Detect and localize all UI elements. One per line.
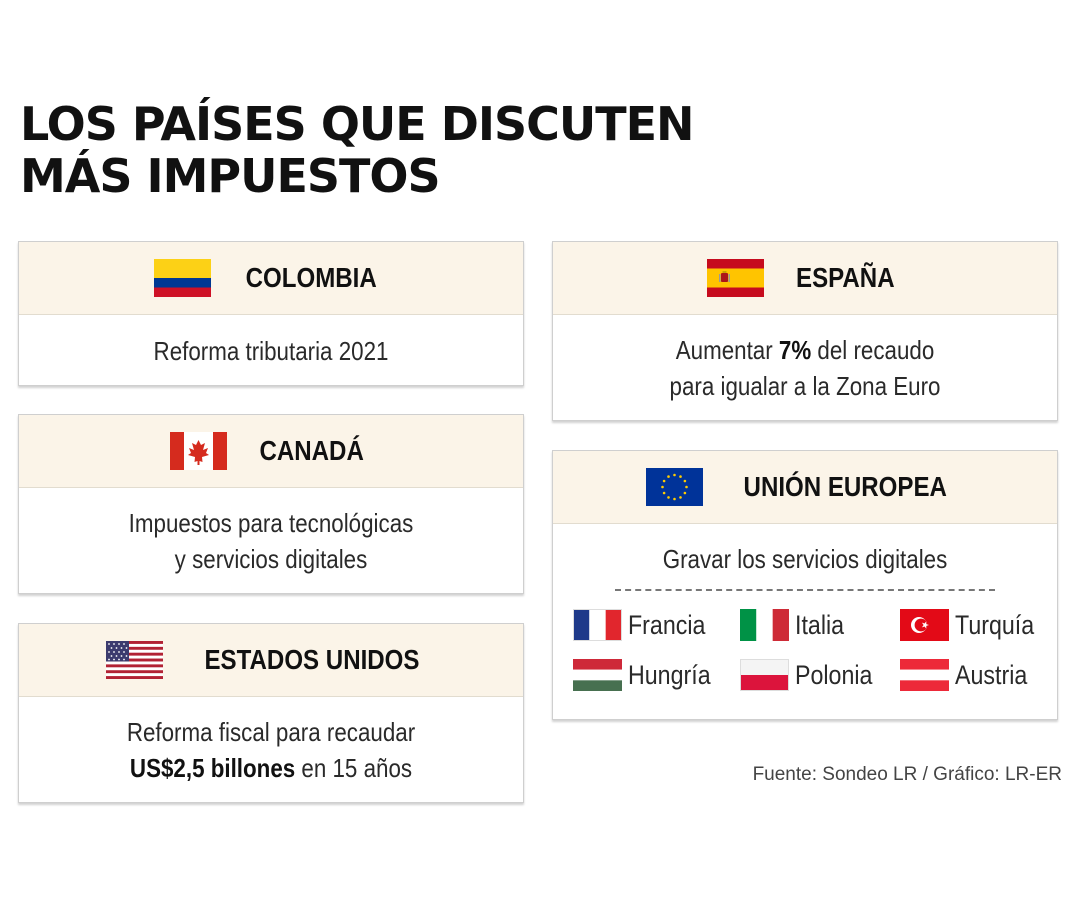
country-label: Turquía xyxy=(955,609,1035,640)
country-label: Polonia xyxy=(795,659,873,690)
card-body-colombia: Reforma tributaria 2021 xyxy=(19,315,523,369)
card-spain: ESPAÑA Aumentar 7% del recaudo para igua… xyxy=(552,241,1058,421)
highlight-percent: 7% xyxy=(778,335,812,365)
card-text-line-2: para igualar a la Zona Euro xyxy=(669,371,941,401)
card-eu: UNIÓN EUROPEA Gravar los servicios digit… xyxy=(552,450,1058,720)
title-line-2: MÁS IMPUESTOS xyxy=(20,149,441,203)
highlight-amount: US$2,5 billones xyxy=(129,753,296,783)
eu-country-france: Francia xyxy=(573,609,740,641)
card-header-spain: ESPAÑA xyxy=(553,242,1057,315)
card-header-colombia: COLOMBIA xyxy=(19,242,523,315)
card-text: Reforma tributaria 2021 xyxy=(153,336,389,366)
country-name: CANADÁ xyxy=(259,435,364,466)
france-flag-icon xyxy=(573,609,622,641)
poland-flag-icon xyxy=(740,659,789,691)
eu-country-poland: Polonia xyxy=(740,659,900,691)
dashed-divider xyxy=(615,589,995,591)
eu-country-austria: Austria xyxy=(900,659,1060,691)
card-text-suffix: del recaudo xyxy=(811,335,935,365)
canada-flag-icon xyxy=(169,432,227,470)
card-text-line-2: y servicios digitales xyxy=(174,544,368,574)
card-body-canada: Impuestos para tecnológicas y servicios … xyxy=(19,488,523,577)
card-canada: CANADÁ Impuestos para tecnológicas y ser… xyxy=(18,414,524,594)
eu-country-italy: Italia xyxy=(740,609,900,641)
card-text-suffix: en 15 años xyxy=(295,753,413,783)
country-name: ESTADOS UNIDOS xyxy=(204,644,419,675)
card-usa: ESTADOS UNIDOS Reforma fiscal para recau… xyxy=(18,623,524,803)
card-header-eu: UNIÓN EUROPEA xyxy=(553,451,1057,524)
card-header-canada: CANADÁ xyxy=(19,415,523,488)
card-text-prefix: Aumentar xyxy=(675,335,779,365)
spain-flag-icon xyxy=(707,259,765,297)
country-label: Austria xyxy=(955,659,1028,690)
card-colombia: COLOMBIA Reforma tributaria 2021 xyxy=(18,241,524,386)
hungary-flag-icon xyxy=(573,659,622,691)
page-title: LOS PAÍSES QUE DISCUTEN MÁS IMPUESTOS xyxy=(20,97,695,203)
card-text-line-1: Reforma fiscal para recaudar xyxy=(126,717,416,747)
card-text: Gravar los servicios digitales xyxy=(662,544,948,574)
eu-flag-icon xyxy=(646,468,704,506)
card-text-line-1: Impuestos para tecnológicas xyxy=(128,508,414,538)
source-credit: Fuente: Sondeo LR / Gráfico: LR-ER xyxy=(752,764,1062,785)
austria-flag-icon xyxy=(900,659,949,691)
card-text-line-2: US$2,5 billones en 15 años xyxy=(54,750,487,786)
country-label: Francia xyxy=(628,609,706,640)
card-body-usa: Reforma fiscal para recaudar US$2,5 bill… xyxy=(19,697,523,786)
country-label: Hungría xyxy=(628,659,711,690)
eu-country-hungary: Hungría xyxy=(573,659,740,691)
country-label: Italia xyxy=(795,609,845,640)
country-name: ESPAÑA xyxy=(796,262,895,293)
card-body-spain: Aumentar 7% del recaudo para igualar a l… xyxy=(553,315,1057,404)
italy-flag-icon xyxy=(740,609,789,641)
country-name: UNIÓN EUROPEA xyxy=(743,471,948,502)
card-text-line-1: Aumentar 7% del recaudo xyxy=(588,332,1021,368)
usa-flag-icon xyxy=(105,641,163,679)
turkey-flag-icon xyxy=(900,609,949,641)
eu-countries-grid: Francia Italia Turquía xyxy=(553,591,1057,691)
title-line-1: LOS PAÍSES QUE DISCUTEN xyxy=(20,97,695,151)
colombia-flag-icon xyxy=(154,259,212,297)
eu-country-turkey: Turquía xyxy=(900,609,1060,641)
card-body-eu: Gravar los servicios digitales xyxy=(553,524,1057,591)
country-name: COLOMBIA xyxy=(245,262,378,293)
card-header-usa: ESTADOS UNIDOS xyxy=(19,624,523,697)
